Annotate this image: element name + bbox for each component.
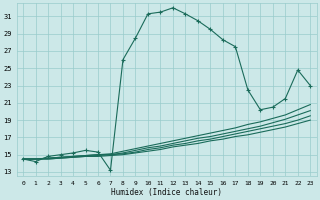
X-axis label: Humidex (Indice chaleur): Humidex (Indice chaleur) xyxy=(111,188,222,197)
